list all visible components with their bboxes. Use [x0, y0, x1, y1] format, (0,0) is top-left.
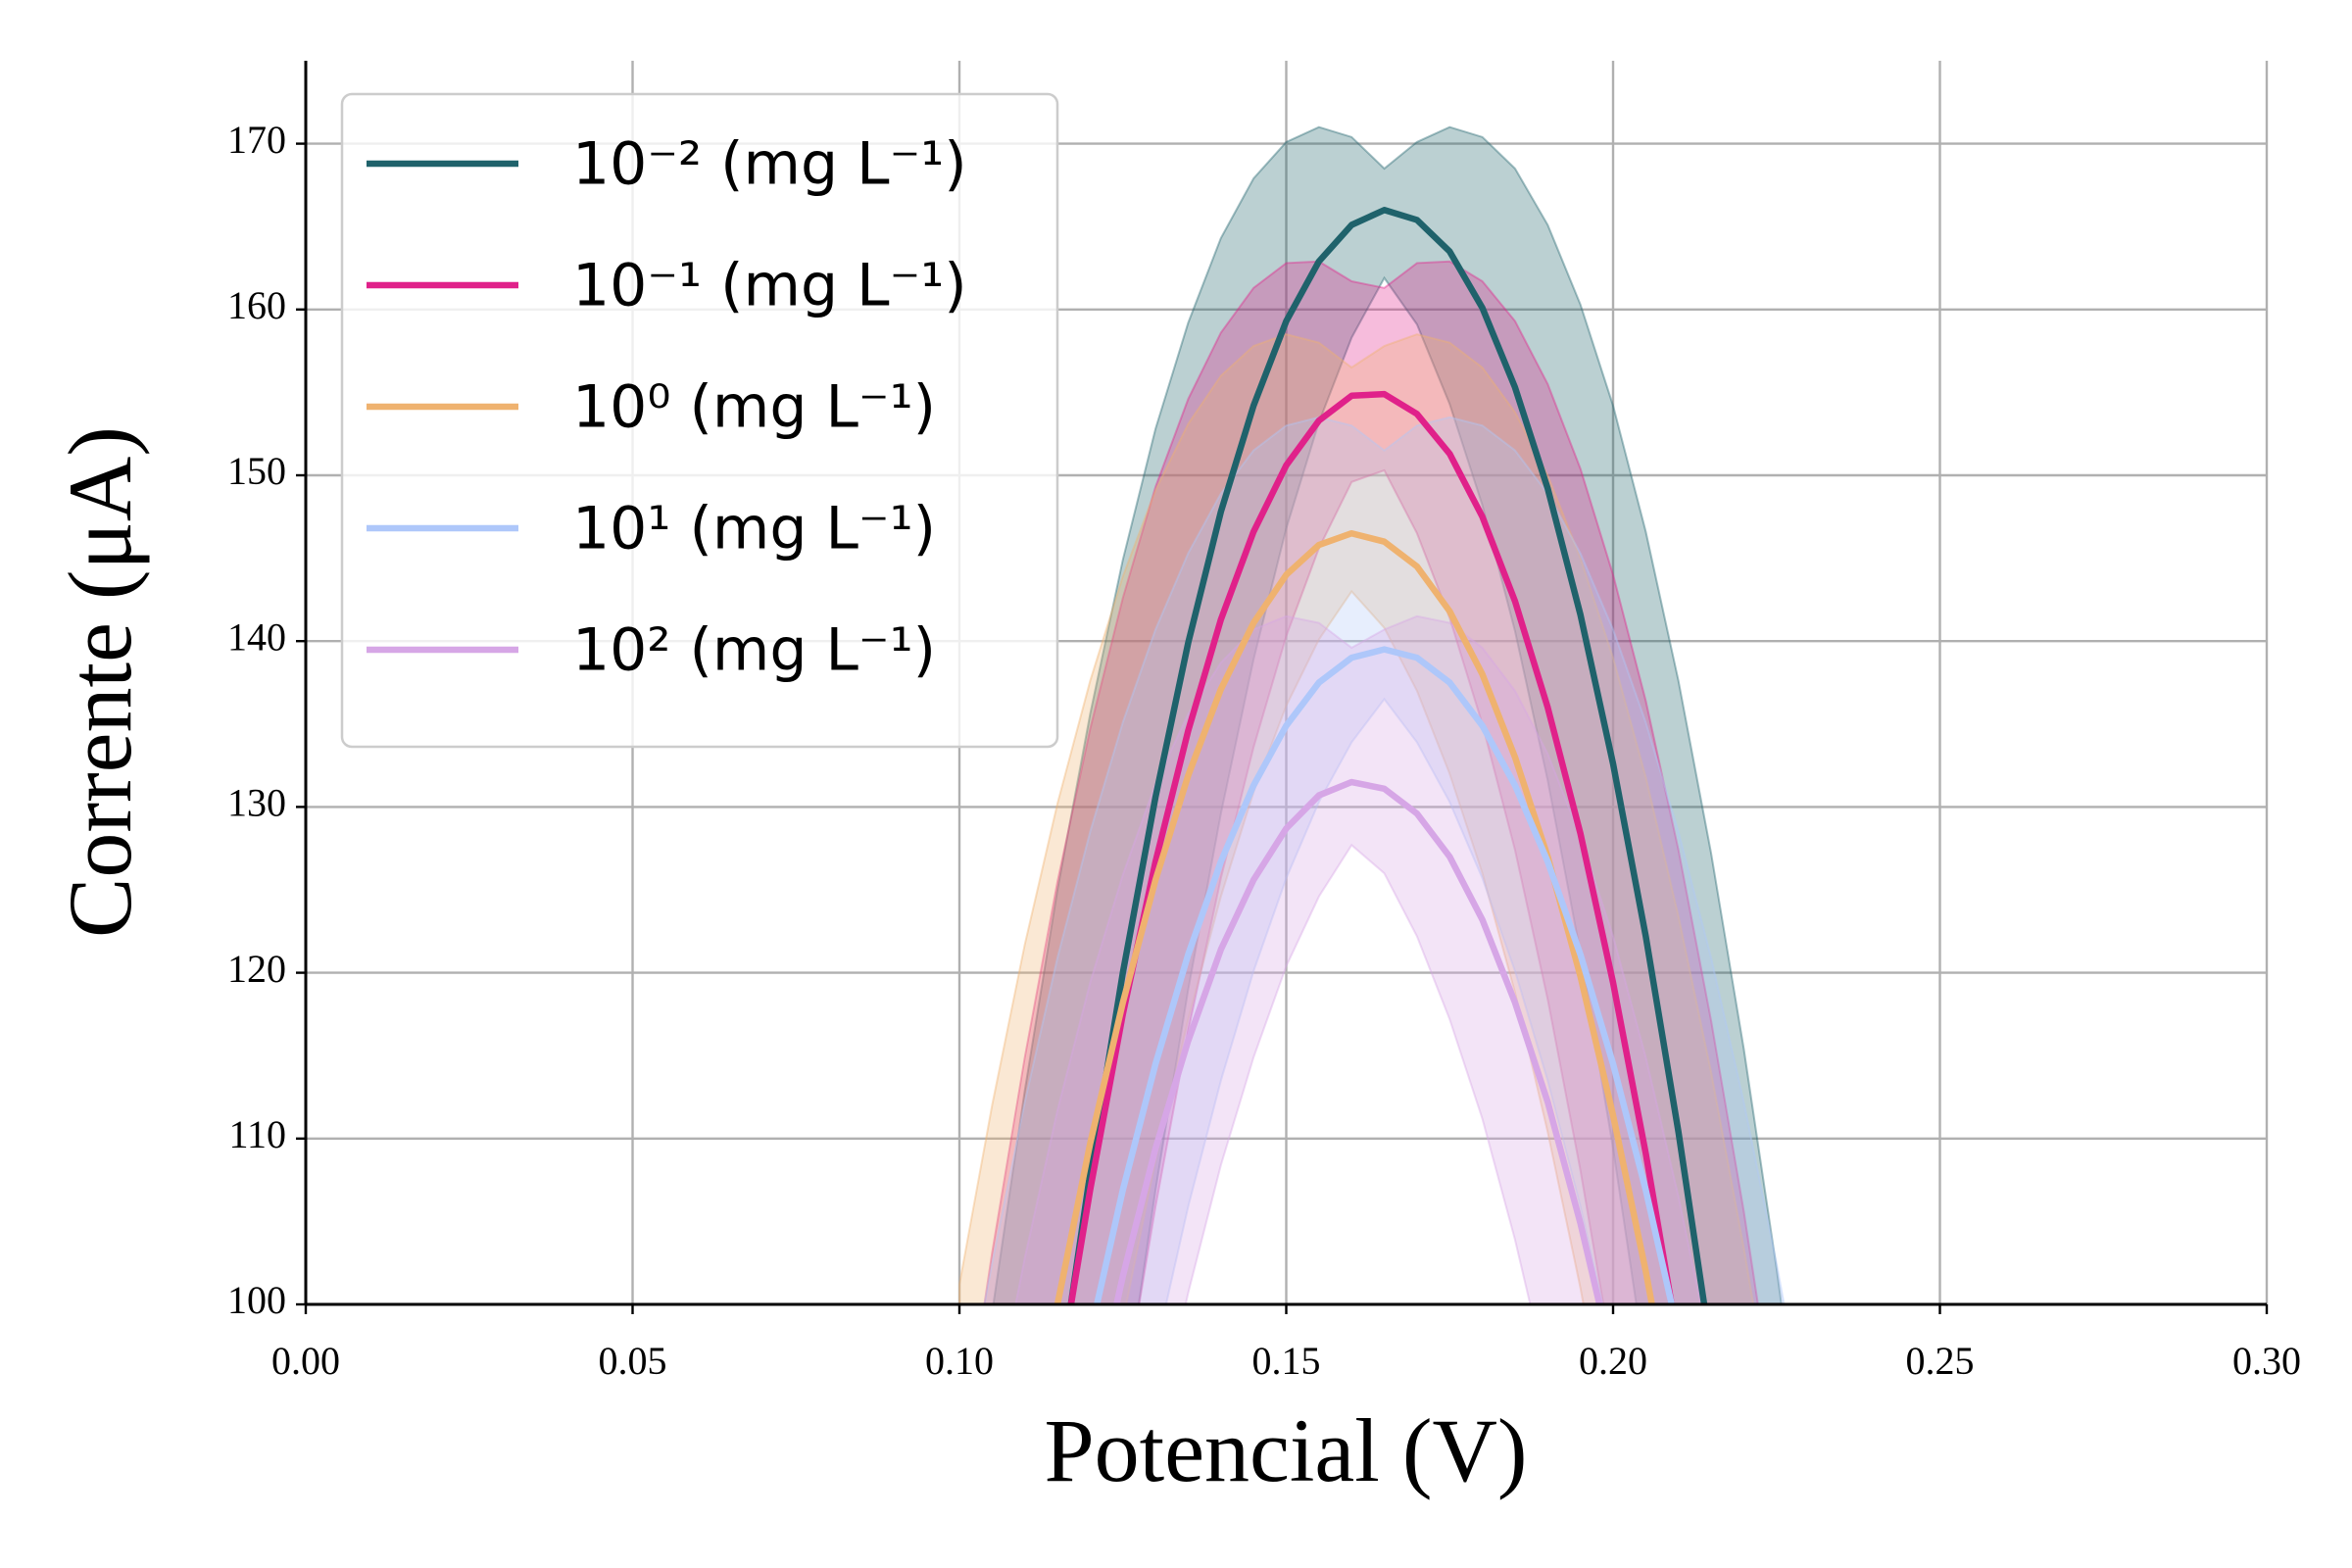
x-tick-label: 0.15	[1252, 1339, 1321, 1383]
legend-label: 10⁰ (mg L⁻¹)	[572, 373, 936, 442]
legend-label: 10⁻¹ (mg L⁻¹)	[572, 252, 967, 320]
legend: 10⁻² (mg L⁻¹) 10⁻¹ (mg L⁻¹) 10⁰ (mg L⁻¹) 10…	[340, 92, 1059, 749]
axes: 0.00 0.05 0.10 0.15 0.20 0.25 0.30 100 110 120 130…	[227, 61, 2301, 1383]
legend-label: 10¹ (mg L⁻¹)	[572, 495, 936, 564]
y-tick-label: 100	[227, 1278, 286, 1322]
x-axis-label: Potencial (V)	[1044, 1400, 1527, 1500]
y-axis-label: Corrente (μA)	[50, 426, 150, 938]
error-band	[983, 260, 1759, 1304]
series-line	[1054, 529, 1655, 1304]
y-tick-label: 160	[227, 283, 286, 327]
y-tick-label: 150	[227, 449, 286, 493]
legend-label: 10² (mg L⁻¹)	[572, 616, 936, 685]
x-tick-label: 0.30	[2232, 1339, 2301, 1383]
y-tick-label: 120	[227, 947, 286, 991]
error-band	[992, 125, 1783, 1304]
series-line	[1093, 646, 1676, 1304]
y-tick-label: 170	[227, 118, 286, 162]
x-tick-label: 0.20	[1579, 1339, 1647, 1383]
bands	[958, 125, 1786, 1304]
x-tick-label: 0.10	[925, 1339, 994, 1383]
legend-label: 10⁻² (mg L⁻¹)	[572, 130, 967, 199]
x-tick-label: 0.05	[599, 1339, 667, 1383]
y-tick-label: 110	[228, 1112, 286, 1156]
x-tick-label: 0.00	[271, 1339, 340, 1383]
y-tick-label: 140	[227, 614, 286, 659]
y-tick-label: 130	[227, 781, 286, 825]
series-line	[1113, 778, 1603, 1304]
lines	[1054, 207, 1708, 1304]
legend-box	[340, 92, 1059, 749]
x-tick-label: 0.25	[1906, 1339, 1975, 1383]
